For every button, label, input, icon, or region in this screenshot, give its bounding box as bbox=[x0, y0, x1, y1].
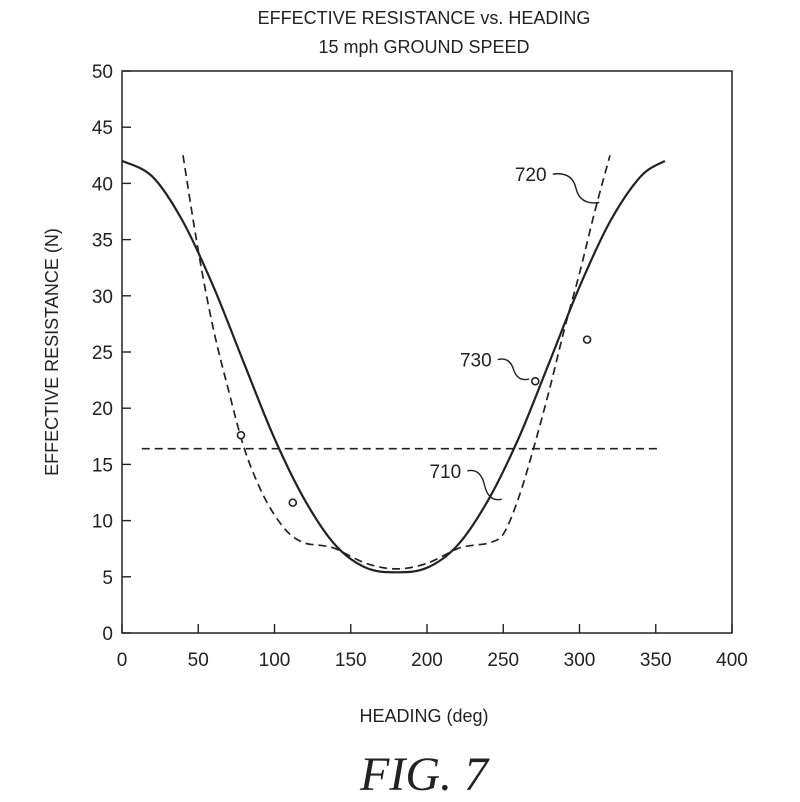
annotation-730: 730 bbox=[460, 351, 492, 372]
plot-frame bbox=[121, 70, 733, 634]
y-tick-label: 10 bbox=[92, 512, 113, 533]
y-tick-label: 5 bbox=[102, 568, 113, 589]
series-710-line bbox=[121, 159, 666, 574]
y-tick-label: 20 bbox=[92, 399, 113, 420]
y-tick-label: 25 bbox=[92, 343, 113, 364]
x-tick-label: 100 bbox=[259, 650, 291, 671]
annotation-720-leader bbox=[552, 173, 600, 204]
series-730-point bbox=[530, 376, 540, 386]
series-730-point bbox=[582, 335, 592, 344]
y-tick-label: 50 bbox=[92, 62, 113, 83]
y-tick-label: 30 bbox=[92, 287, 113, 308]
y-tick-label: 0 bbox=[102, 624, 113, 645]
x-tick-label: 50 bbox=[188, 650, 209, 671]
x-tick-label: 150 bbox=[335, 650, 367, 671]
chart-subtitle: 15 mph GROUND SPEED bbox=[318, 37, 529, 57]
x-tick-label: 300 bbox=[564, 650, 596, 671]
y-tick-label: 35 bbox=[92, 231, 113, 252]
x-tick-label: 0 bbox=[117, 650, 128, 671]
x-tick-label: 400 bbox=[716, 650, 748, 671]
x-tick-label: 350 bbox=[640, 650, 672, 671]
series-720-line bbox=[182, 155, 611, 570]
figure-label: FIG. 7 bbox=[359, 748, 490, 801]
x-axis-title: HEADING (deg) bbox=[359, 706, 488, 726]
annotation-730-leader bbox=[497, 358, 530, 381]
axis-ticks: 0 50 100 150 200 250 300 350 400 0 5 10 15 20 25 30 35 40… bbox=[92, 62, 748, 671]
series-layer bbox=[121, 155, 666, 574]
series-730-point bbox=[288, 498, 298, 507]
series-730-point bbox=[236, 430, 246, 440]
chart-title: EFFECTIVE RESISTANCE vs. HEADING bbox=[258, 8, 591, 28]
y-tick-label: 15 bbox=[92, 455, 113, 476]
annotation-710: 710 bbox=[429, 462, 461, 483]
y-tick-label: 40 bbox=[92, 174, 113, 195]
annotation-layer: 720 730 710 bbox=[429, 165, 600, 501]
x-tick-label: 200 bbox=[411, 650, 443, 671]
y-tick-label: 45 bbox=[92, 118, 113, 139]
annotation-710-leader bbox=[467, 469, 502, 501]
annotation-720: 720 bbox=[515, 165, 547, 186]
y-axis-title: EFFECTIVE RESISTANCE (N) bbox=[42, 228, 62, 476]
x-tick-label: 250 bbox=[487, 650, 519, 671]
